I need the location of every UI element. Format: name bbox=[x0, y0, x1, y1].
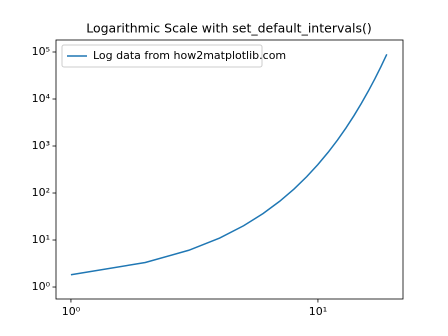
line bbox=[70, 53, 388, 276]
y-tick-label: 10² bbox=[32, 186, 50, 199]
legend-box bbox=[61, 44, 263, 68]
chart-title: Logarithmic Scale with set_default_inter… bbox=[86, 21, 372, 36]
plot-area bbox=[55, 39, 404, 300]
y-tick-label: 10⁰ bbox=[32, 280, 51, 293]
y-tick-label: 10³ bbox=[32, 139, 50, 152]
y-tick-label: 10⁴ bbox=[32, 92, 51, 105]
y-tick-label: 10¹ bbox=[32, 233, 50, 246]
x-tick-label: 10⁰ bbox=[62, 305, 81, 318]
y-tick-label: 10⁵ bbox=[32, 45, 50, 58]
legend-label: Log data from how2matplotlib.com bbox=[93, 49, 286, 62]
x-tick-label: 10¹ bbox=[309, 305, 327, 318]
